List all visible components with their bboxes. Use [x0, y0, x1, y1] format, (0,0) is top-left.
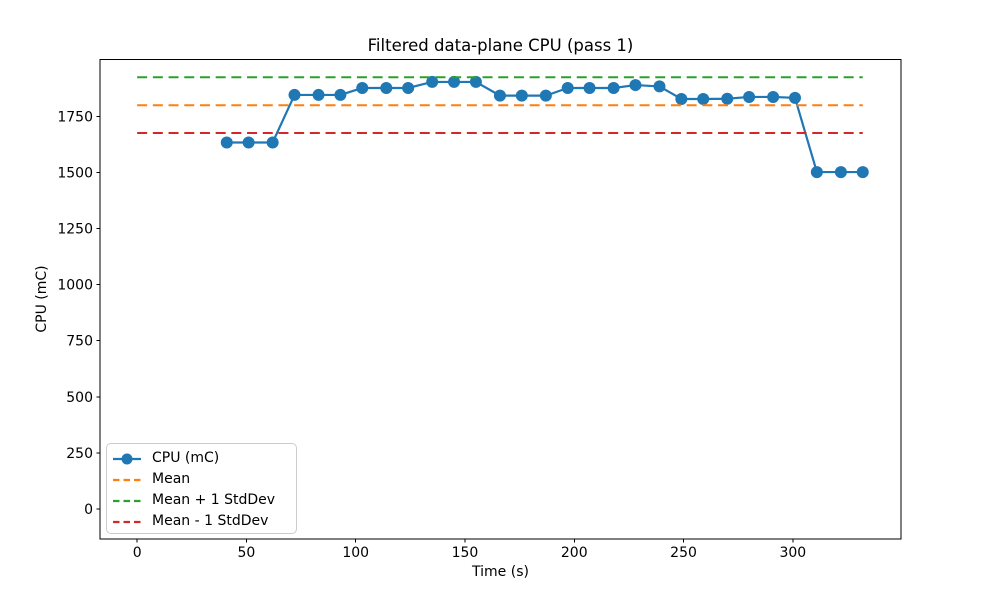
- y-tick-label: 500: [66, 390, 93, 406]
- plot-border: [99, 59, 902, 540]
- ticks-layer: 0 50 100 150 200 250 300 0 250 500 750 1000 1250 1500…: [57, 109, 806, 561]
- x-tick-label: 250: [670, 545, 697, 561]
- x-tick-label: 300: [779, 545, 806, 561]
- cpu-line-icon: [113, 453, 141, 464]
- data-point-marker: [356, 81, 369, 94]
- legend-entry-mean: Mean: [113, 469, 296, 490]
- data-point-marker: [448, 75, 461, 88]
- data-point-marker: [312, 88, 325, 101]
- legend-label-cpu: CPU (mC): [152, 450, 220, 466]
- data-point-marker: [242, 136, 255, 149]
- data-point-marker: [607, 81, 620, 94]
- data-point-marker: [856, 166, 869, 179]
- x-tick-label: 0: [133, 545, 142, 561]
- y-tick-label: 1750: [57, 109, 93, 125]
- legend-entry-mean-plus-std: Mean + 1 StdDev: [113, 490, 296, 511]
- mean-minus-std-dashed-line-icon: [113, 520, 141, 523]
- data-point-marker: [767, 90, 780, 103]
- data-point-marker: [721, 92, 734, 105]
- y-tick-label: 0: [84, 502, 93, 518]
- data-point-marker: [675, 92, 688, 105]
- chart-title: Filtered data-plane CPU (pass 1): [368, 36, 634, 55]
- x-tick-label: 150: [452, 545, 479, 561]
- data-point-marker: [653, 80, 666, 93]
- data-point-marker: [266, 136, 279, 149]
- data-point-marker: [402, 81, 415, 94]
- mean-plus-std-dashed-line-icon: [113, 499, 141, 502]
- data-point-marker: [539, 89, 552, 102]
- x-tick-label: 200: [561, 545, 588, 561]
- data-point-marker: [629, 79, 642, 92]
- data-point-marker: [288, 88, 301, 101]
- y-tick-label: 250: [66, 446, 93, 462]
- y-axis-label: CPU (mC): [34, 265, 50, 332]
- x-tick-label: 50: [238, 545, 256, 561]
- data-point-marker: [380, 81, 393, 94]
- series-layer: [220, 75, 869, 179]
- data-point-marker: [743, 90, 756, 103]
- legend-label-mean-plus-std: Mean + 1 StdDev: [152, 492, 276, 508]
- data-point-marker: [334, 88, 347, 101]
- x-axis-label: Time (s): [471, 564, 529, 580]
- data-point-marker: [697, 92, 710, 105]
- data-point-marker: [515, 89, 528, 102]
- x-tick-label: 100: [342, 545, 369, 561]
- data-point-marker: [493, 89, 506, 102]
- y-tick-label: 750: [66, 334, 93, 350]
- mean-dashed-line-icon: [113, 478, 141, 481]
- data-point-marker: [426, 75, 439, 88]
- data-point-marker: [834, 166, 847, 179]
- data-point-marker: [561, 81, 574, 94]
- y-tick-label: 1500: [57, 166, 93, 182]
- legend-entry-mean-minus-std: Mean - 1 StdDev: [113, 511, 296, 532]
- legend-label-mean: Mean: [152, 471, 191, 487]
- data-point-marker: [789, 91, 802, 104]
- legend-label-mean-minus-std: Mean - 1 StdDev: [152, 513, 269, 529]
- data-point-marker: [469, 75, 482, 88]
- data-point-marker: [810, 166, 823, 179]
- y-tick-label: 1000: [57, 278, 93, 294]
- data-point-marker: [220, 136, 233, 149]
- legend: CPU (mC) Mean Mean + 1 StdDev Mean - 1 S…: [106, 443, 297, 534]
- legend-entry-cpu: CPU (mC): [113, 448, 296, 469]
- hlines-layer: [137, 76, 863, 135]
- y-tick-label: 1250: [57, 222, 93, 238]
- legend-cpu-marker-icon: [121, 453, 133, 464]
- data-point-marker: [583, 81, 596, 94]
